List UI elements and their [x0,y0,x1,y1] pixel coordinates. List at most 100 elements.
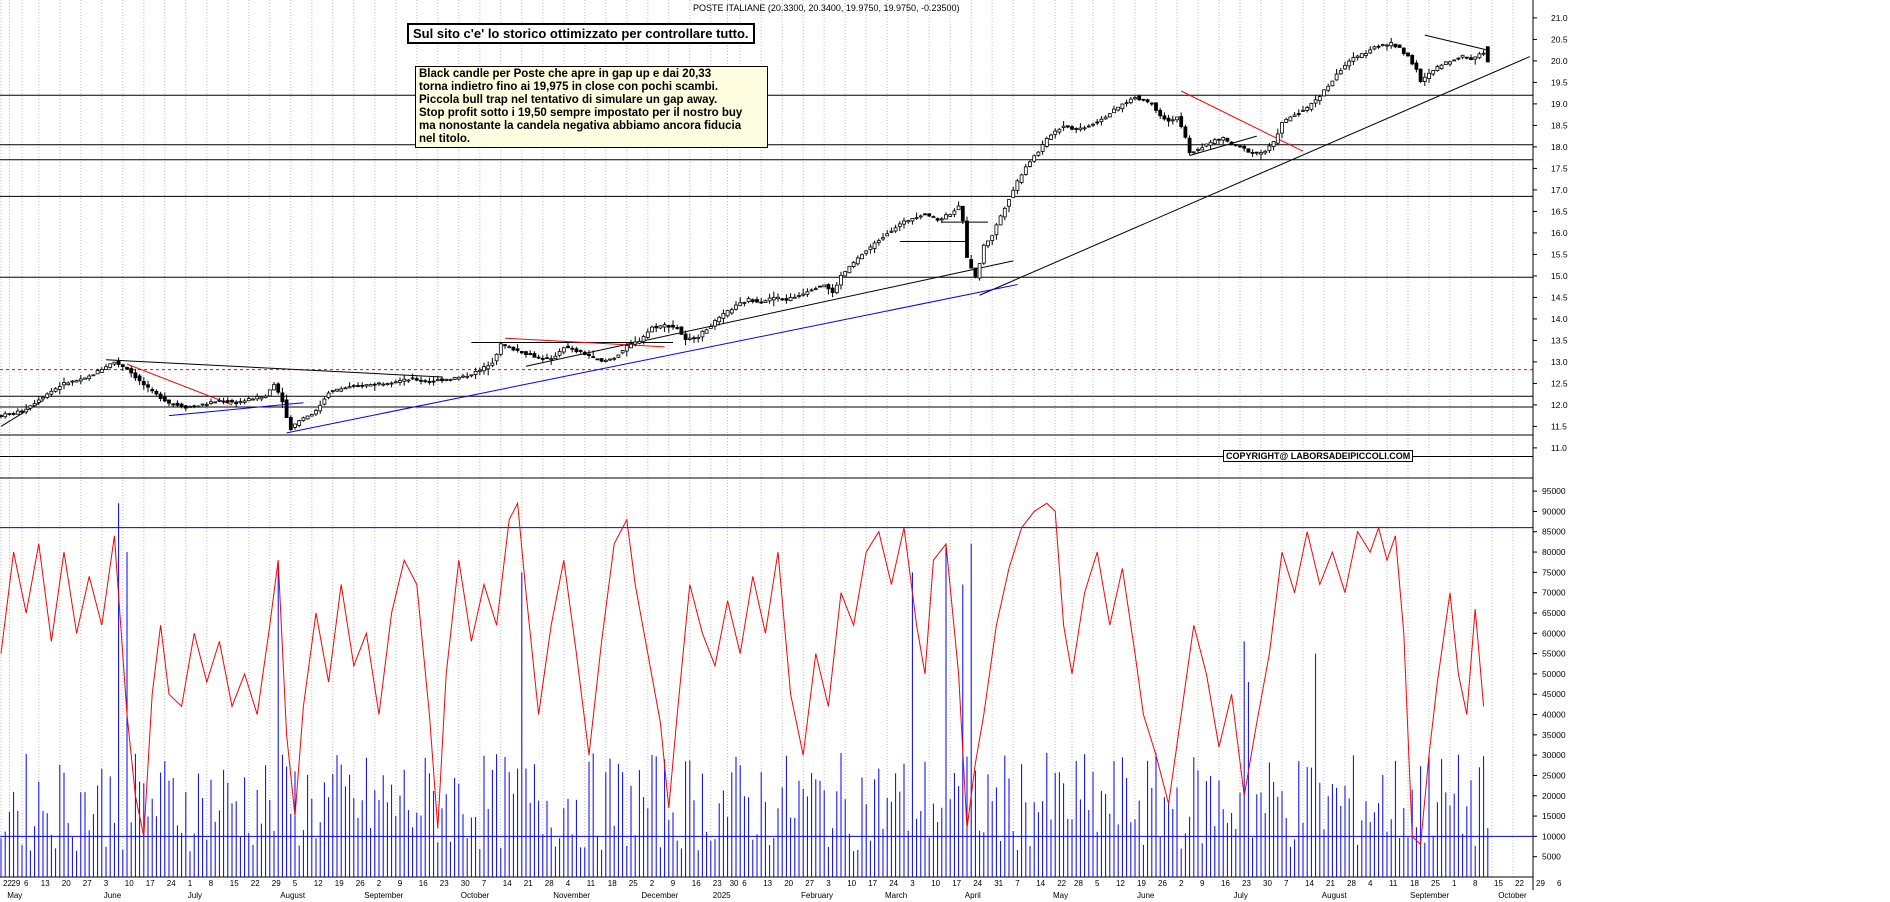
candle-body [910,217,915,222]
candle-body [1347,60,1352,67]
candle-body [1032,155,1037,162]
date-tick-label: 29 [1536,879,1545,888]
candle-body [1439,64,1444,70]
candle-body [150,389,155,392]
candle-body [931,216,936,219]
trendline-black [979,56,1530,296]
volume-tick-label: 15000 [1542,811,1566,821]
candle-body [356,385,360,387]
volume-tick-label: 10000 [1542,831,1566,841]
date-tick-label: 26 [1158,879,1167,888]
trendline-blue [286,284,1018,434]
candle-body [95,370,100,375]
volume-tick-label: 20000 [1542,791,1566,801]
candle-body [141,381,146,386]
candle-body [406,379,411,382]
candle-body [1364,53,1368,56]
volume-bars [0,503,1533,877]
date-tick-label: 4 [566,879,571,888]
candle-body [830,287,835,293]
candle-body [36,399,41,403]
date-tick-label: 29 [272,879,281,888]
date-tick-label: 9 [1200,879,1205,888]
candle-body [368,384,373,387]
date-tick-label: 30 [1263,879,1272,888]
candle-body [1141,98,1146,101]
date-tick-label: 2 [377,879,382,888]
candle-body [536,356,541,359]
candle-body [780,298,785,301]
candle-body [1410,55,1415,65]
candle-body [1368,49,1373,54]
candle-body [771,297,776,301]
date-tick-label: 19 [1137,879,1146,888]
candle-body [1456,57,1461,60]
date-tick-label: 17 [146,879,155,888]
candle-body [1422,76,1427,83]
candle-body [385,383,390,385]
date-tick-label: 22 [1515,879,1524,888]
date-tick-label: 14 [1305,879,1314,888]
candle-body [1053,130,1058,135]
price-tick-label: 19.0 [1551,99,1568,109]
price-tick-label: 12.5 [1551,378,1568,388]
candle-body [876,240,881,244]
date-tick-label: 9 [671,879,676,888]
candle-body [49,390,54,395]
oscillator-line [0,501,1485,846]
candle-body [813,288,818,291]
candle-body [633,341,638,345]
candle-body [540,358,545,360]
candle-body [423,380,428,383]
date-tick-label: 22 [3,879,12,888]
date-tick-label: 29 [11,879,20,888]
candle-body [112,361,117,365]
candle-body [314,410,318,415]
candle-body [1284,118,1289,123]
candle-body [1275,133,1280,144]
candle-body [440,378,444,382]
date-tick-label: 7 [1015,879,1020,888]
candle-body [53,388,58,392]
candle-body [578,350,583,352]
candle-body [532,353,537,358]
candle-body [251,398,255,401]
date-tick-label: 22 [1057,879,1066,888]
candle-body [847,265,852,274]
candle-body [234,401,239,405]
candle-body [1137,95,1142,101]
candle-body [1393,43,1398,48]
date-tick-label: 3 [826,879,831,888]
candle-body [1385,44,1389,47]
volume-tick-label: 35000 [1542,730,1566,740]
date-tick-label: 11 [587,879,596,888]
candle-body [125,366,129,370]
date-tick-label: 27 [83,879,92,888]
candle-body [1124,102,1129,104]
volume-tick-label: 60000 [1542,628,1566,638]
candle-body [183,405,188,409]
date-tick-label: 17 [952,879,961,888]
date-tick-label: 14 [503,879,512,888]
candle-body [259,396,264,400]
candle-body [792,296,797,299]
volume-tick-label: 25000 [1542,770,1566,780]
candle-body [923,213,927,216]
volume-tick-label: 55000 [1542,649,1566,659]
price-tick-label: 13.5 [1551,335,1568,345]
candle-body [1078,127,1083,131]
candle-body [708,326,713,329]
candle-body [1028,161,1032,167]
date-tick-label: 15 [230,879,239,888]
date-tick-label: 12 [1116,879,1125,888]
candle-body [1481,52,1486,55]
candle-body [557,351,562,356]
candle-body [725,310,730,317]
candle-body [427,381,432,383]
candle-body [1015,180,1020,191]
candle-body [1044,138,1049,147]
volume-tick-label: 30000 [1542,750,1566,760]
candle-body [629,343,633,349]
candle-body [738,302,743,306]
date-tick-label: 1 [188,879,193,888]
